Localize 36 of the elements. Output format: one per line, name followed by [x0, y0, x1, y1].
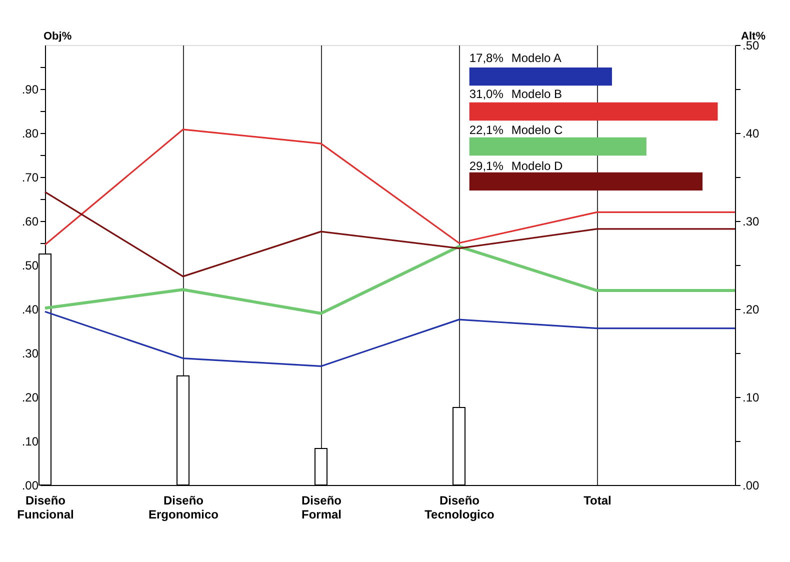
x-tick-label: Diseño Tecnologico	[424, 494, 494, 522]
y2-tick-label: .00	[742, 478, 760, 492]
y-tick-label: .70	[22, 170, 39, 184]
y-tick-label: .30	[22, 346, 39, 360]
bar	[469, 67, 612, 86]
data-label: 31,0%	[469, 87, 504, 101]
data-label: 17,8%	[469, 51, 504, 65]
bar	[469, 172, 703, 191]
y-tick-label: Modelo D	[511, 159, 564, 173]
y-tick-label: .90	[22, 82, 39, 96]
x-tick-label: Diseño Ergonomico	[148, 494, 219, 522]
y-tick-label: .60	[22, 214, 39, 228]
y-tick-label: .20	[22, 390, 39, 404]
y-tick-label: .80	[22, 126, 39, 140]
y2-tick-label: .20	[742, 302, 760, 316]
x-tick-label: Diseño Formal	[301, 494, 342, 522]
y-tick-label: .10	[22, 434, 39, 448]
data-label: 22,1%	[469, 123, 504, 137]
x-tick-label: Total	[584, 494, 612, 508]
bar	[469, 137, 646, 156]
y2-tick-label: .10	[742, 390, 760, 404]
y-tick-label: .00	[22, 478, 39, 492]
y-axis-title: Obj%	[44, 30, 72, 42]
y-tick-label: Modelo C	[511, 123, 564, 137]
y2-tick-label: .40	[742, 126, 760, 140]
y-tick-label: .50	[22, 258, 39, 272]
y2-tick-label: .30	[742, 214, 760, 228]
line-series	[44, 191, 736, 278]
x-tick-label: Diseño Funcional	[17, 494, 74, 522]
y-tick-label: Modelo B	[511, 87, 562, 101]
data-label: 29,1%	[469, 159, 504, 173]
y-tick-label: Modelo A	[511, 51, 562, 65]
bar	[469, 102, 718, 121]
y-tick-label: .40	[22, 302, 39, 316]
line-series	[44, 310, 736, 367]
line-series	[44, 245, 736, 315]
